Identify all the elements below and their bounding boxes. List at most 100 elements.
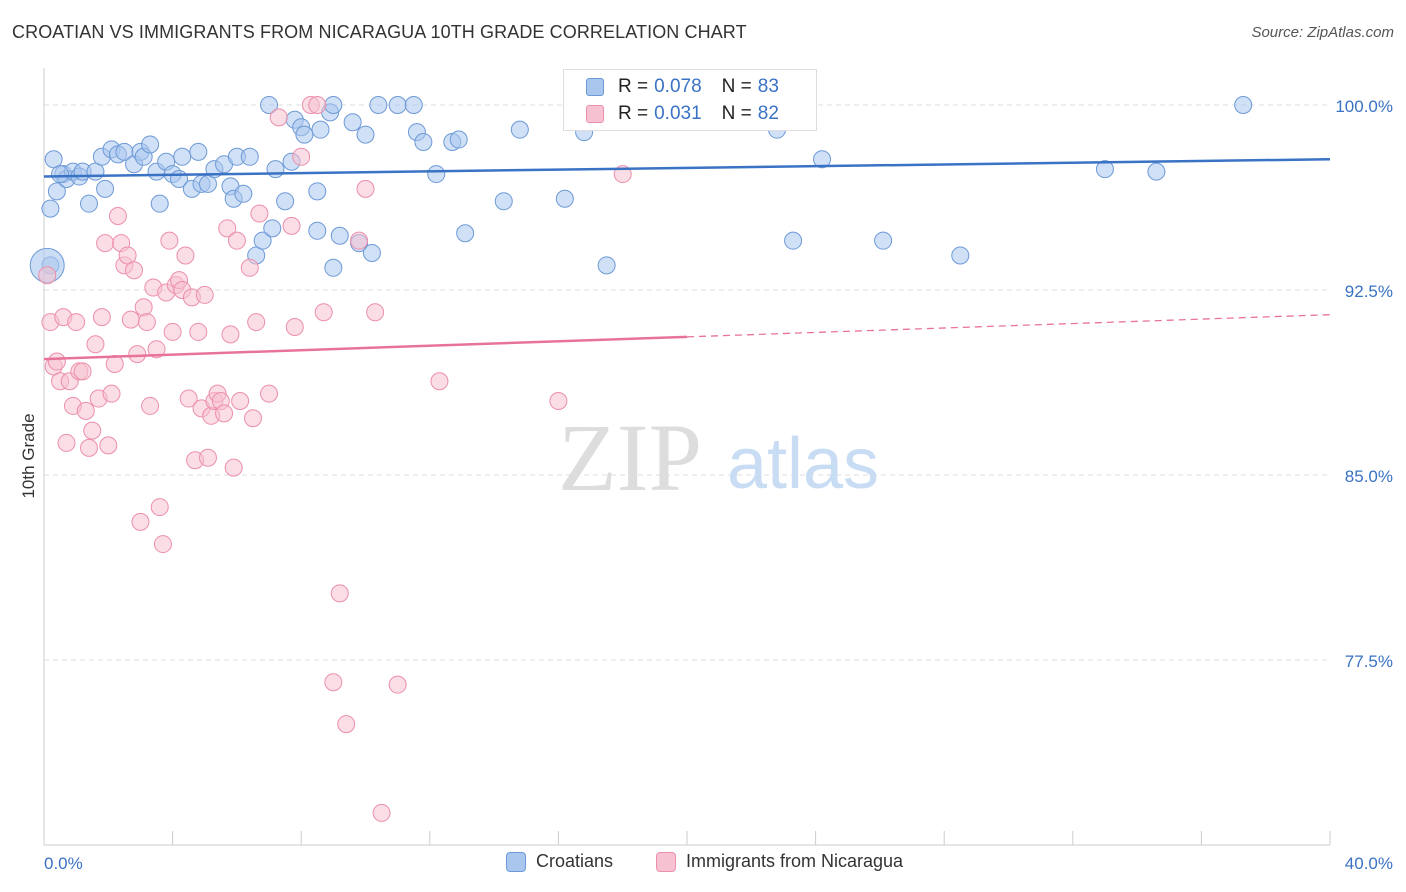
data-point <box>253 231 272 250</box>
data-point <box>125 261 144 280</box>
data-point <box>141 135 160 154</box>
axes <box>43 68 1331 846</box>
data-point <box>76 401 95 420</box>
data-point <box>266 160 285 179</box>
data-point <box>44 150 63 169</box>
data-point <box>131 512 150 531</box>
data-point <box>150 194 169 213</box>
data-point <box>308 221 327 240</box>
data-point <box>38 266 57 285</box>
data-point <box>218 219 237 238</box>
data-point <box>80 194 99 213</box>
source-label: Source: ZipAtlas.com <box>1251 24 1394 41</box>
data-point <box>224 458 243 477</box>
data-point <box>141 396 160 415</box>
data-point <box>1234 96 1253 114</box>
y-tick-label: 85.0% <box>1345 467 1393 486</box>
bottom-legend-label-croatians: Croatians <box>536 851 614 871</box>
series-croatians <box>29 96 1253 283</box>
data-point <box>324 258 343 277</box>
data-point <box>369 96 388 114</box>
data-point <box>308 182 327 201</box>
legend-n-value: 82 <box>757 103 779 124</box>
data-point <box>134 298 153 317</box>
data-point <box>494 192 513 211</box>
data-point <box>330 226 349 245</box>
data-point <box>240 147 259 166</box>
data-point <box>231 392 250 410</box>
data-point <box>47 182 66 201</box>
bottom-legend-swatch-nicaragua <box>656 851 676 872</box>
data-point <box>404 96 423 114</box>
data-point <box>324 96 343 114</box>
data-point <box>102 384 121 403</box>
data-point <box>189 142 208 161</box>
data-point <box>414 133 433 151</box>
data-point <box>73 362 92 381</box>
data-point <box>67 313 86 332</box>
data-point <box>121 310 140 329</box>
data-point <box>57 433 76 452</box>
data-point <box>108 207 127 225</box>
data-point <box>96 234 115 253</box>
bottom-legend: Croatians Immigrants from Nicaragua <box>0 851 1406 877</box>
data-point <box>153 535 172 554</box>
data-point <box>308 96 327 114</box>
data-point <box>784 231 803 250</box>
watermark: ZIP atlas <box>558 404 879 511</box>
data-point <box>388 675 407 694</box>
data-point <box>276 192 295 211</box>
data-point <box>198 448 217 467</box>
data-point <box>176 246 195 265</box>
y-tick-label: 92.5% <box>1345 282 1393 301</box>
data-point <box>118 246 137 265</box>
data-point <box>549 392 568 410</box>
data-point <box>292 147 311 166</box>
data-point <box>356 179 375 198</box>
data-point <box>1147 162 1166 181</box>
legend-r-value: 0.078 <box>654 76 702 97</box>
legend-row-nicaragua: R = 0.031 N = 82 <box>586 101 779 127</box>
data-point <box>189 322 208 341</box>
data-point <box>150 498 169 517</box>
data-point <box>324 673 343 692</box>
data-point <box>430 372 449 391</box>
data-point <box>874 231 893 250</box>
data-point <box>147 340 166 359</box>
data-point <box>99 436 118 455</box>
data-point <box>195 285 214 304</box>
data-point <box>128 345 147 364</box>
data-point <box>163 322 182 341</box>
bottom-legend-swatch-croatians <box>506 851 526 872</box>
data-point <box>137 313 156 332</box>
legend-r-value: 0.031 <box>654 103 702 124</box>
bottom-legend-nicaragua[interactable]: Immigrants from Nicaragua <box>656 851 903 872</box>
data-point <box>343 113 362 132</box>
data-point <box>295 125 314 144</box>
data-point <box>215 404 234 423</box>
data-point <box>555 189 574 208</box>
data-point <box>221 325 240 344</box>
data-point <box>83 421 102 440</box>
y-tick-label: 77.5% <box>1345 652 1393 671</box>
data-point <box>427 165 446 184</box>
legend-swatch-nicaragua <box>586 105 604 123</box>
data-point <box>160 231 179 250</box>
bottom-legend-croatians[interactable]: Croatians <box>506 851 613 872</box>
trend-line-nicaragua <box>43 335 688 361</box>
data-point <box>388 96 407 114</box>
watermark-atlas: atlas <box>727 424 879 504</box>
data-point <box>372 803 391 822</box>
data-point <box>173 147 192 166</box>
data-point <box>813 150 832 169</box>
legend-n-value: 83 <box>757 76 779 97</box>
legend-n-label: N = <box>721 103 752 124</box>
data-point <box>96 179 115 198</box>
data-point <box>47 352 66 371</box>
data-point <box>80 438 99 457</box>
chart-title: CROATIAN VS IMMIGRANTS FROM NICARAGUA 10… <box>12 22 747 42</box>
data-point <box>51 165 70 184</box>
data-point <box>234 184 253 203</box>
data-point <box>350 231 369 250</box>
